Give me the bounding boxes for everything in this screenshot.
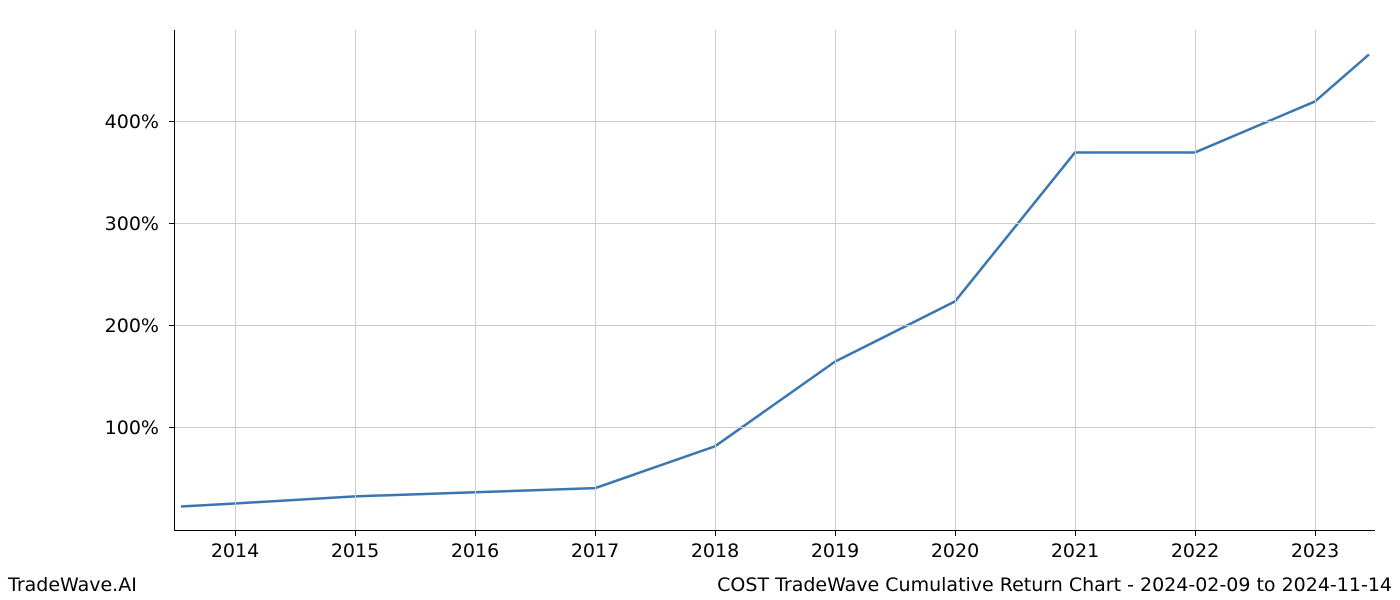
y-axis-line: [174, 30, 175, 530]
grid-line-vertical: [235, 30, 236, 530]
x-tick-mark: [235, 530, 236, 536]
grid-line-vertical: [715, 30, 716, 530]
x-tick-label: 2016: [451, 540, 499, 562]
grid-line-horizontal: [175, 325, 1375, 326]
grid-line-vertical: [595, 30, 596, 530]
footer-left-text: TradeWave.AI: [8, 574, 137, 596]
y-tick-label: 200%: [105, 315, 159, 337]
x-tick-mark: [835, 530, 836, 536]
x-tick-mark: [1315, 530, 1316, 536]
grid-line-vertical: [1075, 30, 1076, 530]
grid-line-vertical: [1315, 30, 1316, 530]
grid-line-vertical: [835, 30, 836, 530]
x-tick-label: 2021: [1051, 540, 1099, 562]
x-tick-mark: [475, 530, 476, 536]
y-tick-mark: [169, 223, 175, 224]
grid-line-horizontal: [175, 121, 1375, 122]
y-tick-label: 100%: [105, 417, 159, 439]
y-tick-label: 400%: [105, 111, 159, 133]
y-tick-label: 300%: [105, 213, 159, 235]
grid-line-horizontal: [175, 223, 1375, 224]
x-tick-label: 2014: [211, 540, 259, 562]
grid-line-vertical: [1195, 30, 1196, 530]
x-tick-label: 2023: [1291, 540, 1339, 562]
x-tick-label: 2018: [691, 540, 739, 562]
x-tick-label: 2015: [331, 540, 379, 562]
y-tick-mark: [169, 121, 175, 122]
footer-right-text: COST TradeWave Cumulative Return Chart -…: [717, 574, 1392, 596]
x-tick-mark: [1195, 530, 1196, 536]
line-layer: [0, 0, 1400, 600]
x-tick-mark: [715, 530, 716, 536]
x-tick-mark: [1075, 530, 1076, 536]
x-tick-label: 2022: [1171, 540, 1219, 562]
y-tick-mark: [169, 325, 175, 326]
grid-line-horizontal: [175, 427, 1375, 428]
x-tick-label: 2017: [571, 540, 619, 562]
chart-container: 2014 2015 2016 2017 2018 2019 2020 2021 2022 2023…: [0, 0, 1400, 600]
grid-line-vertical: [355, 30, 356, 530]
grid-line-vertical: [955, 30, 956, 530]
x-tick-label: 2020: [931, 540, 979, 562]
y-tick-mark: [169, 427, 175, 428]
x-tick-mark: [955, 530, 956, 536]
x-tick-mark: [595, 530, 596, 536]
x-tick-label: 2019: [811, 540, 859, 562]
x-tick-mark: [355, 530, 356, 536]
grid-line-vertical: [475, 30, 476, 530]
